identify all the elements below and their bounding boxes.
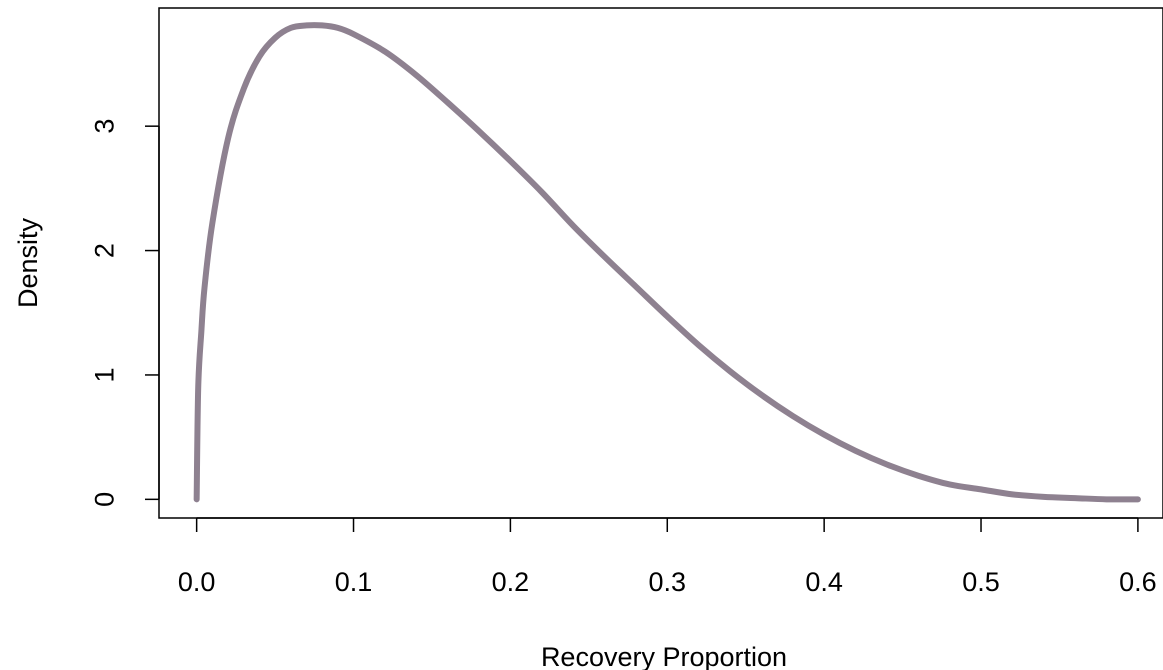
y-axis: 0 1 2 3 [89, 119, 160, 507]
y-tick-label: 3 [89, 119, 119, 134]
x-tick-label: 0.0 [178, 567, 216, 597]
x-tick-label: 0.6 [1119, 567, 1157, 597]
x-tick-label: 0.4 [805, 567, 843, 597]
x-axis-title: Recovery Proportion [541, 642, 787, 670]
x-tick-label: 0.2 [492, 567, 530, 597]
y-tick-label: 0 [89, 492, 119, 507]
y-axis-title: Density [13, 217, 43, 308]
y-tick-label: 2 [89, 243, 119, 258]
x-tick-label: 0.5 [962, 567, 1000, 597]
density-curve [193, 22, 1141, 503]
y-tick-label: 1 [89, 367, 119, 382]
x-tick-label: 0.1 [335, 567, 373, 597]
x-tick-label: 0.3 [649, 567, 687, 597]
plot-frame [158, 7, 1163, 519]
x-axis: 0.0 0.1 0.2 0.3 0.4 0.5 0.6 [178, 517, 1157, 597]
